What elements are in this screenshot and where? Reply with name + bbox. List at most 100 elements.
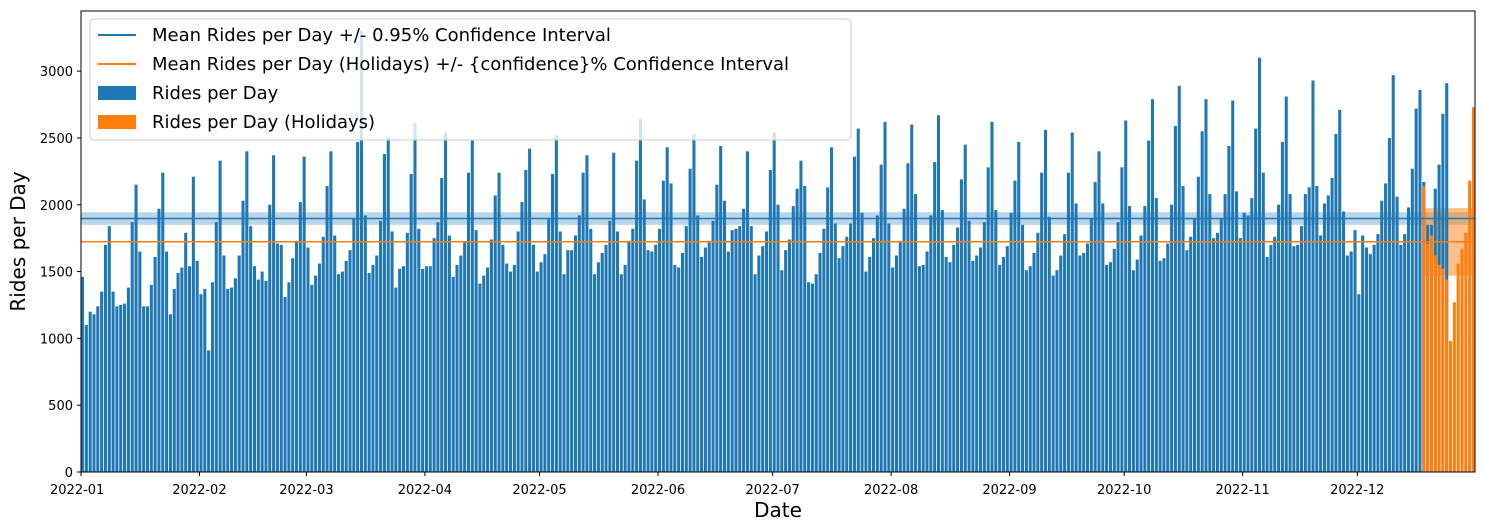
rides-per-day-bar bbox=[340, 271, 344, 472]
rides-per-day-bar bbox=[1108, 262, 1112, 472]
rides-per-day-bar bbox=[1445, 83, 1449, 472]
rides-per-day-bar bbox=[914, 194, 918, 472]
rides-per-day-bar bbox=[233, 278, 237, 472]
rides-per-day-bar bbox=[948, 262, 952, 472]
rides-per-day-bar bbox=[1093, 182, 1097, 473]
rides-per-day-bar bbox=[1017, 141, 1021, 472]
rides-per-day-bar bbox=[1185, 250, 1189, 472]
rides-per-day-bar bbox=[906, 163, 910, 472]
rides-per-day-bar bbox=[436, 222, 440, 472]
rides-per-day-bar bbox=[272, 155, 276, 472]
rides-per-day-bar bbox=[1223, 194, 1227, 472]
rides-per-day-holidays-bar bbox=[1468, 180, 1472, 472]
rides-per-day-bar bbox=[1273, 236, 1277, 472]
rides-per-day-bar bbox=[765, 231, 769, 472]
rides-per-day-bar bbox=[814, 274, 818, 472]
rides-per-day-bar bbox=[1257, 57, 1262, 473]
rides-per-day-bar bbox=[1147, 140, 1151, 473]
rides-per-day-bar bbox=[306, 247, 310, 472]
rides-per-day-bar bbox=[283, 296, 287, 472]
rides-per-day-bar bbox=[100, 291, 104, 472]
x-tick-label: 2022-02 bbox=[172, 483, 226, 498]
rides-per-day-bar bbox=[570, 250, 574, 472]
rides-per-day-bar bbox=[505, 263, 509, 472]
rides-per-day-bar bbox=[566, 250, 570, 472]
rides-per-day-bar bbox=[138, 251, 142, 472]
rides-per-day-bar bbox=[1269, 244, 1273, 472]
rides-per-day-bar bbox=[298, 202, 302, 472]
rides-per-day-bar bbox=[1131, 270, 1135, 472]
rides-per-day-bar bbox=[585, 155, 589, 472]
rides-per-day-bar bbox=[898, 240, 902, 472]
rides-per-day-bar bbox=[990, 121, 994, 472]
rides-per-day-bar bbox=[1204, 99, 1208, 472]
rides-per-day-bar bbox=[325, 186, 329, 473]
y-tick-label: 1000 bbox=[40, 332, 73, 347]
rides-per-day-bar bbox=[619, 274, 623, 472]
rides-per-day-bar bbox=[600, 252, 604, 472]
rides-per-day-bar bbox=[1395, 196, 1399, 473]
x-tick-label: 2022-12 bbox=[1330, 483, 1384, 498]
rides-per-day-bar bbox=[860, 212, 864, 472]
rides-per-day-bar bbox=[218, 160, 222, 472]
rides-per-day-bar bbox=[1242, 212, 1246, 472]
rides-per-day-bar bbox=[1154, 198, 1158, 472]
rides-per-day-bar bbox=[333, 235, 337, 472]
rides-per-day-bar bbox=[440, 178, 444, 472]
rides-per-day-bar bbox=[986, 167, 990, 472]
rides-per-day-bar bbox=[1361, 235, 1365, 472]
rides-per-day-bar bbox=[902, 208, 906, 472]
rides-per-day-bar bbox=[245, 151, 249, 473]
y-tick-label: 0 bbox=[65, 466, 73, 481]
rides-per-day-bar bbox=[696, 215, 700, 472]
rides-per-day-bar bbox=[707, 240, 711, 472]
rides-per-day-bar bbox=[344, 260, 348, 472]
legend-label: Rides per Day (Holidays) bbox=[152, 112, 375, 133]
rides-per-day-holidays-bar bbox=[1452, 302, 1456, 472]
rides-per-day-bar bbox=[795, 188, 799, 472]
rides-per-day-bar bbox=[1051, 275, 1055, 472]
rides-per-day-bar bbox=[115, 306, 119, 472]
rides-per-day-bar bbox=[577, 215, 581, 472]
rides-per-day-bar bbox=[1368, 254, 1372, 472]
rides-per-day-bar bbox=[680, 252, 684, 472]
rides-per-day-bar bbox=[761, 246, 765, 472]
y-tick-label: 500 bbox=[48, 399, 73, 414]
rides-per-day-holidays-bar bbox=[1456, 263, 1460, 472]
x-tick-label: 2022-04 bbox=[398, 483, 452, 498]
rides-per-day-bar bbox=[1085, 243, 1090, 472]
legend-label: Mean Rides per Day +/- 0.95% Confidence … bbox=[152, 25, 611, 46]
rides-per-day-bar bbox=[447, 235, 451, 472]
rides-per-day-bar bbox=[722, 200, 727, 473]
rides-per-day-bar bbox=[772, 132, 776, 472]
rides-per-day-bar bbox=[161, 172, 165, 472]
rides-per-day-bar bbox=[627, 240, 631, 472]
x-tick-label: 2022-06 bbox=[631, 483, 685, 498]
rides-per-day-bar bbox=[623, 264, 627, 472]
rides-per-day-bar bbox=[356, 141, 360, 472]
rides-per-day-bar bbox=[1330, 178, 1334, 472]
rides-per-day-bar bbox=[1342, 211, 1346, 472]
rides-per-day-bar bbox=[1128, 206, 1132, 472]
rides-per-day-bar bbox=[363, 215, 367, 472]
rides-per-day-bar bbox=[554, 135, 558, 472]
rides-per-day-bar bbox=[925, 251, 929, 472]
rides-per-day-bar bbox=[673, 264, 677, 472]
rides-per-day-bar bbox=[486, 267, 490, 472]
rides-per-day-holidays-bar bbox=[1433, 255, 1437, 472]
rides-per-day-bar bbox=[459, 255, 463, 472]
rides-per-day-bar bbox=[405, 232, 409, 472]
rides-per-day-bar bbox=[398, 268, 402, 472]
rides-per-day-bar bbox=[275, 243, 279, 472]
rides-per-day-bar bbox=[833, 223, 837, 472]
rides-per-day-bar bbox=[1089, 218, 1093, 472]
rides-per-day-bar bbox=[1162, 258, 1166, 472]
rides-per-day-bar bbox=[382, 153, 386, 473]
rides-per-day-bar bbox=[780, 270, 784, 472]
rides-per-day-bar bbox=[516, 231, 520, 472]
rides-per-day-bar bbox=[1250, 198, 1254, 472]
rides-per-day-bar bbox=[1116, 222, 1120, 472]
y-tick-label: 2000 bbox=[40, 199, 73, 214]
rides-per-day-bar bbox=[107, 226, 111, 472]
rides-per-day-bar bbox=[604, 244, 608, 472]
